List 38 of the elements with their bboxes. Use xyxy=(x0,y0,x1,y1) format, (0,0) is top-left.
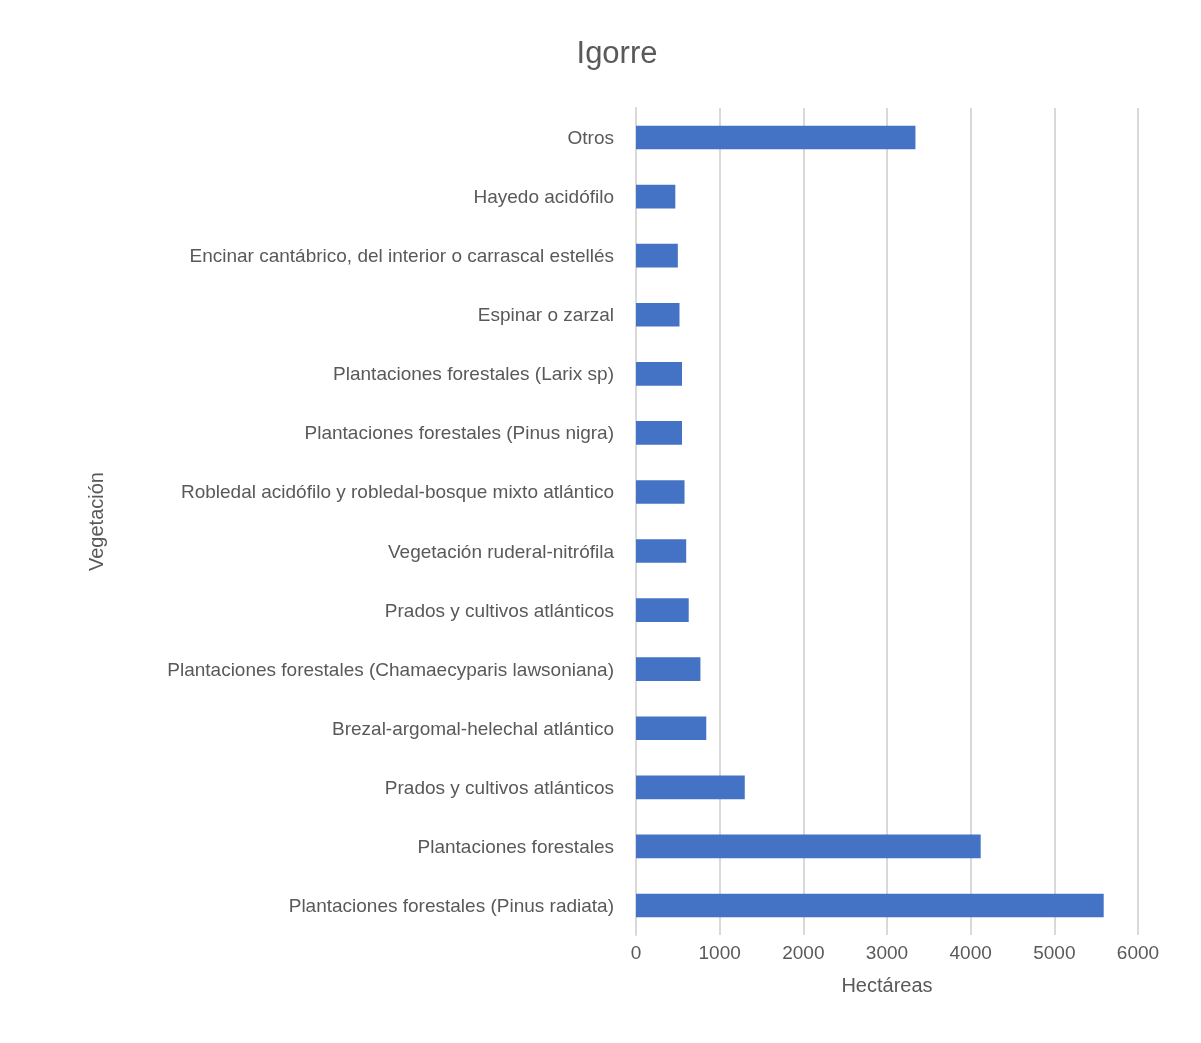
chart-title: Igorre xyxy=(576,35,658,70)
bar xyxy=(636,480,685,504)
y-tick-label: Plantaciones forestales xyxy=(417,835,614,857)
y-tick-label: Plantaciones forestales (Pinus nigra) xyxy=(304,422,614,444)
x-tick-label: 5000 xyxy=(1033,942,1076,963)
bar xyxy=(636,775,745,800)
bar xyxy=(636,657,701,681)
y-axis-title: Vegetación xyxy=(85,472,107,571)
y-tick-label: Brezal-argomal-helechal atlántico xyxy=(332,717,614,739)
bar xyxy=(636,125,916,150)
x-tick-label: 2000 xyxy=(782,942,825,963)
y-tick-label: Hayedo acidófilo xyxy=(473,186,614,208)
bar xyxy=(636,302,680,327)
bar xyxy=(636,598,689,622)
bar xyxy=(636,539,687,563)
x-tick-label: 1000 xyxy=(698,942,741,963)
y-tick-label: Otros xyxy=(567,127,614,149)
bar xyxy=(636,421,683,445)
x-axis-title: Hectáreas xyxy=(841,974,933,996)
y-tick-label: Espinar o zarzal xyxy=(477,304,614,326)
y-tick-label: Prados y cultivos atlánticos xyxy=(384,599,614,621)
y-tick-label: Prados y cultivos atlánticos xyxy=(384,776,614,798)
bar xyxy=(636,243,678,268)
bar xyxy=(636,893,1104,918)
x-tick-label: 3000 xyxy=(865,942,909,963)
y-tick-label: Encinar cantábrico, del interior o carrascal estellés xyxy=(189,245,614,267)
y-tick-label: Vegetación ruderal-nitrófila xyxy=(387,540,615,562)
y-tick-label: Plantaciones forestales (Pinus radiata) xyxy=(288,894,614,916)
bar xyxy=(636,362,683,386)
x-tick-label: 0 xyxy=(630,942,642,963)
y-tick-label: Plantaciones forestales (Chamaecyparis lawsoniana) xyxy=(167,658,614,680)
y-tick-label: Robledal acidófilo y robledal-bosque mixto atlántico xyxy=(180,481,614,503)
bar xyxy=(636,184,676,209)
bar xyxy=(636,716,707,741)
x-tick-label: 4000 xyxy=(949,942,992,963)
x-tick-label: 6000 xyxy=(1116,942,1160,963)
y-tick-label: Plantaciones forestales (Larix sp) xyxy=(333,363,614,385)
bar xyxy=(636,834,981,859)
